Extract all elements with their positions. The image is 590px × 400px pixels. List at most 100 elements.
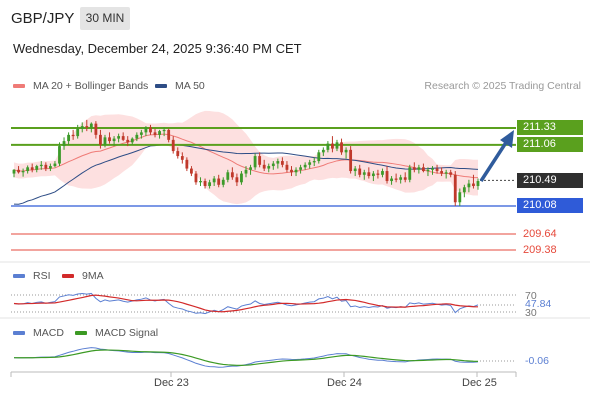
candle-body <box>358 168 362 175</box>
candle-body <box>435 168 439 172</box>
rsi-ma-legend-label: 9MA <box>82 270 104 282</box>
macd-signal-line <box>13 349 479 366</box>
macd-signal-legend-swatch <box>75 331 87 335</box>
candle-body <box>89 123 93 128</box>
rsi-ma-line <box>13 294 479 313</box>
candle-body <box>67 134 70 142</box>
candle-body <box>462 187 466 193</box>
macd-legend-label: MACD <box>33 327 64 339</box>
candle-body <box>458 192 462 203</box>
candle-body <box>85 126 89 128</box>
macd-signal-legend-label: MACD Signal <box>95 327 159 339</box>
candle-body <box>221 179 225 185</box>
candle-body <box>308 162 312 165</box>
ma20-legend-swatch <box>13 84 25 88</box>
candle-body <box>344 149 348 153</box>
candle-body <box>349 149 353 172</box>
candle-body <box>185 159 189 169</box>
macd-current-value: -0.06 <box>525 355 549 367</box>
candle-body <box>30 167 34 170</box>
candle-body <box>94 123 98 135</box>
candle-body <box>235 177 239 183</box>
candle-body <box>194 173 198 183</box>
candle-body <box>58 146 61 164</box>
ma50-legend-label: MA 50 <box>175 80 205 92</box>
candle-body <box>381 171 384 175</box>
x-axis <box>10 371 517 377</box>
candle-body <box>371 173 375 177</box>
candle-body <box>290 169 293 173</box>
x-tick-dec-24: Dec 24 <box>327 377 362 389</box>
rsi-line <box>13 292 479 315</box>
candle-body <box>444 172 448 174</box>
candle-body <box>285 164 289 170</box>
candle-body <box>203 181 207 187</box>
macd-line <box>13 347 479 368</box>
candle-body <box>226 172 230 180</box>
target-level-2-label: 209.38 <box>523 244 557 256</box>
candle-body <box>335 142 339 149</box>
candle-body <box>267 166 271 169</box>
candle-body <box>112 138 116 142</box>
x-tick-dec-25: Dec 25 <box>462 377 497 389</box>
candle-body <box>144 127 148 133</box>
candle-body <box>53 163 57 167</box>
symbol-label: GBP/JPY <box>11 10 75 27</box>
candle-body <box>408 167 412 180</box>
candle-body <box>312 161 316 163</box>
rsi-level-30: 30 <box>525 307 537 319</box>
candle-body <box>472 183 475 187</box>
candle-body <box>353 168 357 172</box>
candle-body <box>422 167 425 172</box>
candle-body <box>135 134 139 139</box>
research-credit: Research © 2025 Trading Central <box>424 80 581 92</box>
candle-body <box>126 139 130 143</box>
candle-body <box>240 173 243 183</box>
candle-body <box>476 181 480 187</box>
ma50-legend-swatch <box>155 84 167 88</box>
candle-body <box>199 181 202 183</box>
candle-body <box>130 138 134 143</box>
candle-body <box>262 164 266 169</box>
candle-body <box>80 126 84 129</box>
indicator-panels <box>0 261 590 368</box>
candle-body <box>376 173 380 175</box>
candle-body <box>271 163 275 167</box>
level-211-33-badge: 211.33 <box>517 120 583 135</box>
current-price-badge: 210.49 <box>517 173 583 188</box>
ma20-legend-label: MA 20 + Bollinger Bands <box>33 80 149 92</box>
candle-body <box>258 156 262 165</box>
candle-body <box>431 168 434 170</box>
macd-legend-swatch <box>13 331 25 335</box>
candle-body <box>385 171 389 182</box>
datetime-label: Wednesday, December 24, 2025 9:36:40 PM … <box>13 41 302 56</box>
candle-body <box>449 172 453 175</box>
candle-body <box>280 161 284 165</box>
candle-body <box>303 164 307 168</box>
candle-body <box>190 168 193 174</box>
candle-body <box>217 178 221 185</box>
candle-body <box>426 169 430 172</box>
candle-body <box>76 128 80 137</box>
candle-body <box>362 172 366 175</box>
candle-body <box>230 172 234 178</box>
timeframe-button[interactable]: 30 MIN <box>80 7 130 30</box>
candle-body <box>139 132 143 135</box>
candle-body <box>208 182 212 187</box>
bollinger-band <box>14 110 478 205</box>
candle-body <box>176 151 180 157</box>
candle-body <box>249 167 252 170</box>
candle-body <box>467 183 471 188</box>
candle-body <box>99 134 102 145</box>
candle-body <box>162 129 166 132</box>
rsi-legend-label: RSI <box>33 270 51 282</box>
rsi-level-70: 70 <box>525 290 537 302</box>
rsi-current-value: 47.84 <box>525 298 552 310</box>
candle-body <box>299 167 302 170</box>
projection-arrow <box>479 130 514 182</box>
arrow-head <box>500 130 514 148</box>
candle-body <box>71 134 75 137</box>
candle-body <box>171 139 175 152</box>
candle-body <box>167 129 171 140</box>
candle-body <box>108 137 111 142</box>
